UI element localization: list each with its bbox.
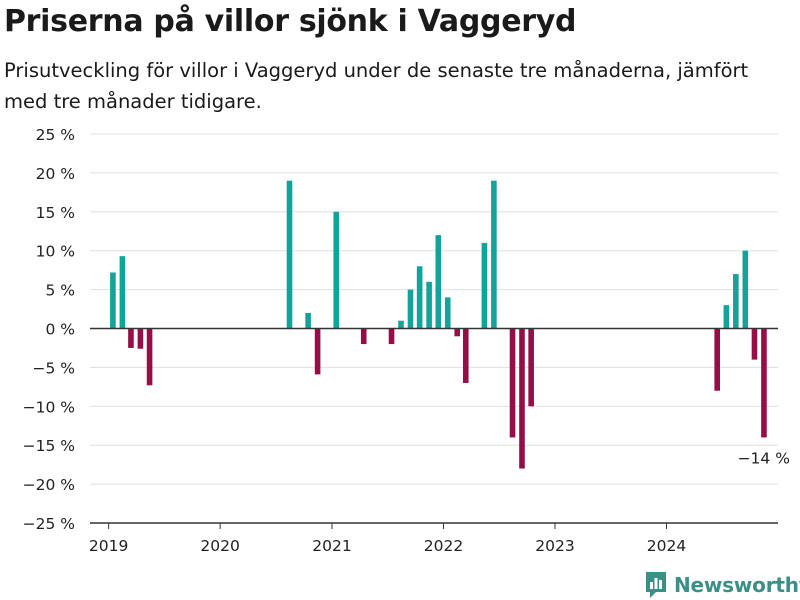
bar: [509, 328, 516, 438]
y-tick-label: 0 %: [45, 321, 75, 339]
y-tick-label: 20 %: [36, 165, 75, 183]
y-tick-label: −25 %: [23, 515, 75, 533]
x-axis-labels: 2019 2020 2021 2022 2023 2024: [89, 537, 686, 555]
data-label: −14 %: [738, 449, 790, 467]
bar: [360, 328, 367, 345]
bar: [416, 266, 423, 329]
y-tick-label: 15 %: [36, 204, 75, 222]
y-tick-label: 25 %: [36, 126, 75, 144]
y-tick-label: 5 %: [45, 282, 75, 300]
x-tick-label: 2022: [424, 537, 463, 555]
bar: [733, 274, 739, 329]
bar: [407, 289, 414, 329]
chart-title: Priserna på villor sjönk i Vaggeryd: [4, 4, 577, 39]
x-tick-label: 2019: [89, 537, 128, 555]
brand-name: Newsworthy: [674, 573, 800, 597]
bar: [742, 250, 749, 329]
bar: [528, 328, 534, 407]
axes: [90, 327, 778, 529]
bar: [426, 281, 432, 329]
bar: [491, 180, 497, 329]
bar: [751, 328, 758, 360]
newsworthy-brand: Newsworthy: [644, 570, 800, 600]
bar: [481, 242, 488, 329]
x-tick-label: 2021: [312, 537, 351, 555]
bar: [128, 328, 134, 348]
y-tick-label: −15 %: [23, 437, 75, 455]
x-tick-label: 2023: [535, 537, 574, 555]
chart-subtitle: Prisutveckling för villor i Vaggeryd und…: [4, 59, 749, 113]
newsworthy-logo-icon: [646, 572, 666, 598]
gridlines: [90, 133, 778, 485]
y-tick-label: −20 %: [23, 476, 75, 494]
y-axis-labels: 25 % 20 % 15 % 10 % 5 % 0 % −5 % −10 % −15 % −20 …: [23, 126, 75, 533]
annotations: −14 %: [738, 449, 790, 467]
x-tick-label: 2024: [647, 537, 686, 555]
bar: [435, 235, 442, 329]
bar: [723, 305, 730, 329]
bar: [286, 180, 293, 329]
bar: [714, 328, 721, 391]
bar: [462, 328, 469, 383]
bar: [305, 312, 311, 329]
bar: [314, 328, 321, 375]
y-tick-label: 10 %: [36, 243, 75, 261]
bar: [398, 320, 404, 329]
bar: [333, 211, 340, 329]
bar: [110, 272, 116, 329]
bar: [119, 256, 126, 329]
bar: [444, 297, 451, 329]
bar: [761, 328, 767, 438]
y-tick-label: −10 %: [23, 398, 75, 416]
bar: [137, 328, 144, 349]
bar: [519, 328, 525, 469]
bar: [454, 328, 461, 337]
bar: [388, 328, 395, 345]
x-tick-label: 2020: [200, 537, 239, 555]
bars: [110, 180, 767, 469]
y-tick-label: −5 %: [32, 359, 75, 377]
bar: [146, 328, 153, 386]
